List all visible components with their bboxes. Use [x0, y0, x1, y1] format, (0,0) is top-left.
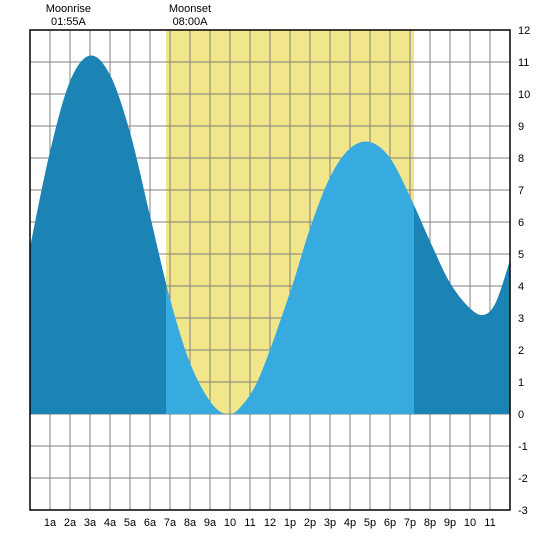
x-tick-label: 1a: [44, 517, 57, 529]
y-tick-label: 0: [518, 409, 524, 421]
y-tick-label: 4: [518, 281, 524, 293]
x-tick-label: 8a: [184, 517, 197, 529]
x-tick-label: 10: [224, 517, 236, 529]
x-tick-label: 7p: [404, 517, 416, 529]
y-tick-label: 12: [518, 25, 530, 37]
x-tick-label: 11: [484, 517, 495, 529]
x-tick-label: 9p: [444, 517, 456, 529]
y-tick-label: -1: [518, 441, 528, 453]
x-tick-label: 11: [244, 517, 255, 529]
x-tick-label: 9a: [204, 517, 217, 529]
x-tick-label: 5p: [364, 517, 376, 529]
y-tick-label: -3: [518, 505, 528, 517]
moonrise-label: Moonrise: [46, 3, 91, 15]
y-tick-label: 7: [518, 185, 524, 197]
y-tick-label: 11: [518, 57, 529, 69]
y-tick-label: 8: [518, 153, 524, 165]
y-tick-label: 3: [518, 313, 524, 325]
x-tick-label: 8p: [424, 517, 436, 529]
y-tick-label: 2: [518, 345, 524, 357]
x-tick-label: 12: [264, 517, 276, 529]
moonrise-time: 01:55A: [51, 16, 87, 28]
y-tick-label: 1: [518, 377, 524, 389]
y-tick-label: -2: [518, 473, 528, 485]
y-tick-label: 10: [518, 89, 530, 101]
x-tick-label: 5a: [124, 517, 137, 529]
moonset-time: 08:00A: [173, 16, 209, 28]
moonset-label: Moonset: [169, 3, 211, 15]
y-tick-label: 9: [518, 121, 524, 133]
x-tick-label: 3a: [84, 517, 97, 529]
x-tick-label: 2p: [304, 517, 316, 529]
x-tick-label: 2a: [64, 517, 77, 529]
x-tick-label: 10: [464, 517, 476, 529]
x-tick-label: 1p: [284, 517, 296, 529]
chart-svg: -3-2-101234567891011121a2a3a4a5a6a7a8a9a…: [0, 0, 550, 550]
x-tick-label: 7a: [164, 517, 177, 529]
y-tick-label: 5: [518, 249, 524, 261]
tide-chart: -3-2-101234567891011121a2a3a4a5a6a7a8a9a…: [0, 0, 550, 550]
x-tick-label: 6p: [384, 517, 396, 529]
x-tick-label: 3p: [324, 517, 336, 529]
x-tick-label: 4a: [104, 517, 117, 529]
x-tick-label: 6a: [144, 517, 157, 529]
x-tick-label: 4p: [344, 517, 356, 529]
y-tick-label: 6: [518, 217, 524, 229]
